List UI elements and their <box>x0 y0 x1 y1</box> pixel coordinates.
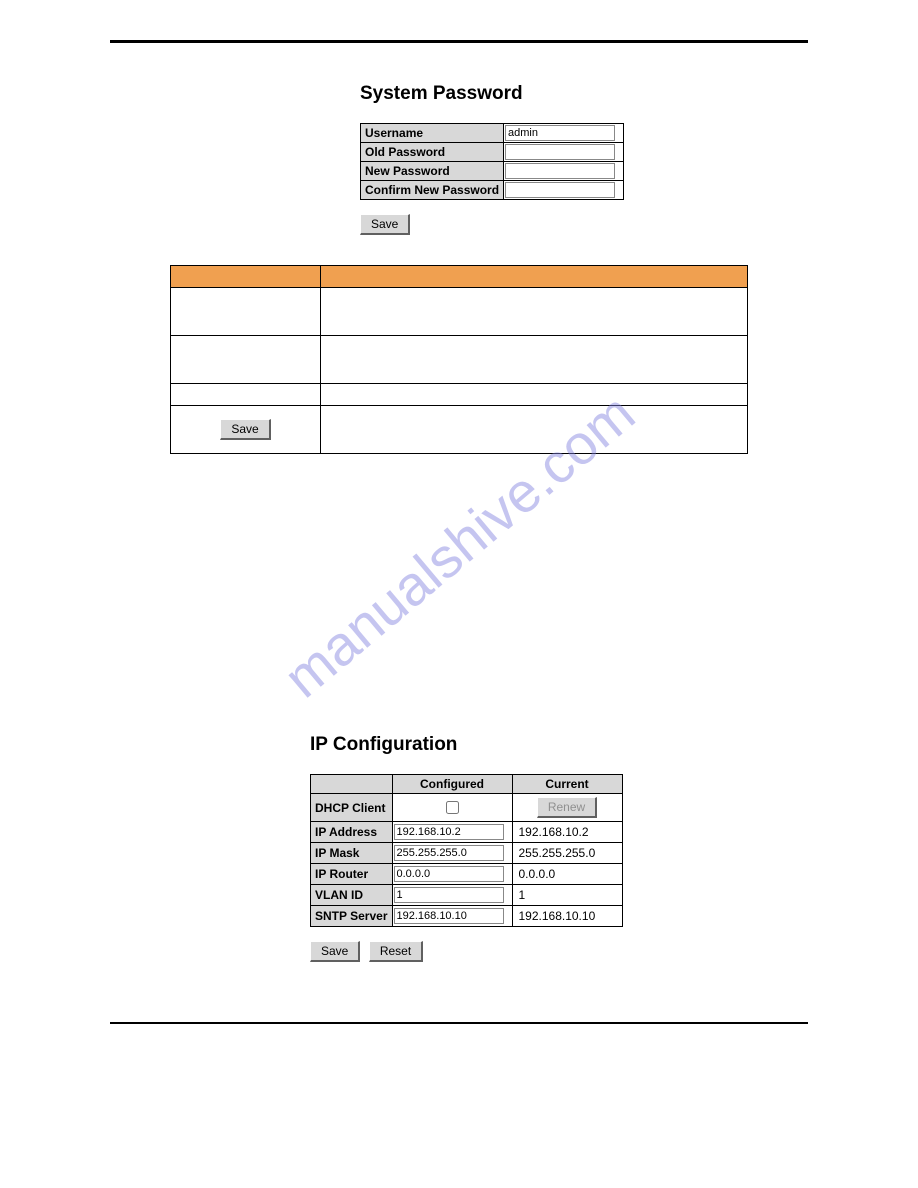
confirm-password-input[interactable] <box>505 182 615 198</box>
vlan-id-input[interactable] <box>394 887 504 903</box>
vlan-id-label: VLAN ID <box>311 885 393 906</box>
password-table: Username Old Password New Password Confi… <box>360 123 624 200</box>
system-password-section: System Password Username Old Password Ne… <box>360 83 808 235</box>
middle-save-button[interactable]: Save <box>220 419 270 440</box>
ip-mask-label: IP Mask <box>311 843 393 864</box>
vlan-id-current: 1 <box>512 885 622 906</box>
old-password-label: Old Password <box>361 143 504 162</box>
table-row: DHCP Client Renew <box>311 794 623 822</box>
spacer <box>110 504 808 734</box>
table-cell <box>321 336 748 384</box>
confirm-password-label: Confirm New Password <box>361 181 504 200</box>
ip-save-button[interactable]: Save <box>310 941 360 962</box>
ip-mask-current: 255.255.255.0 <box>512 843 622 864</box>
ip-address-label: IP Address <box>311 822 393 843</box>
bottom-rule <box>110 1022 808 1024</box>
new-password-input[interactable] <box>505 163 615 179</box>
new-password-label: New Password <box>361 162 504 181</box>
ip-router-input[interactable] <box>394 866 504 882</box>
ip-router-label: IP Router <box>311 864 393 885</box>
table-cell <box>321 288 748 336</box>
ip-config-title: IP Configuration <box>310 734 808 756</box>
system-password-title: System Password <box>360 83 808 105</box>
header-cell <box>321 266 748 288</box>
table-row: Configured Current <box>311 775 623 794</box>
renew-button[interactable]: Renew <box>537 797 597 818</box>
ip-mask-input[interactable] <box>394 845 504 861</box>
table-row: Confirm New Password <box>361 181 624 200</box>
sntp-server-current: 192.168.10.10 <box>512 906 622 927</box>
current-header: Current <box>512 775 622 794</box>
header-cell <box>171 266 321 288</box>
table-row: IP Address 192.168.10.2 <box>311 822 623 843</box>
table-row: New Password <box>361 162 624 181</box>
table-row <box>171 288 748 336</box>
username-input[interactable] <box>505 125 615 141</box>
corner-cell <box>311 775 393 794</box>
table-row: SNTP Server 192.168.10.10 <box>311 906 623 927</box>
table-row: Username <box>361 124 624 143</box>
table-cell <box>321 384 748 406</box>
table-row <box>171 384 748 406</box>
table-cell: Save <box>171 406 321 454</box>
ip-router-current: 0.0.0.0 <box>512 864 622 885</box>
ip-config-table: Configured Current DHCP Client Renew IP … <box>310 774 623 927</box>
table-header-row <box>171 266 748 288</box>
table-row: Save <box>171 406 748 454</box>
ip-reset-button[interactable]: Reset <box>369 941 423 962</box>
table-cell <box>171 288 321 336</box>
password-save-button[interactable]: Save <box>360 214 410 235</box>
sntp-server-input[interactable] <box>394 908 504 924</box>
sntp-server-label: SNTP Server <box>311 906 393 927</box>
table-cell <box>321 406 748 454</box>
table-row: Old Password <box>361 143 624 162</box>
table-cell <box>171 336 321 384</box>
configured-header: Configured <box>392 775 512 794</box>
old-password-input[interactable] <box>505 144 615 160</box>
table-cell <box>171 384 321 406</box>
dhcp-checkbox[interactable] <box>446 801 459 814</box>
description-table: Save <box>170 265 748 454</box>
ip-address-current: 192.168.10.2 <box>512 822 622 843</box>
top-rule <box>110 40 808 43</box>
table-row: VLAN ID 1 <box>311 885 623 906</box>
table-row <box>171 336 748 384</box>
table-row: IP Mask 255.255.255.0 <box>311 843 623 864</box>
ip-configuration-section: IP Configuration Configured Current DHCP… <box>310 734 808 962</box>
username-label: Username <box>361 124 504 143</box>
ip-address-input[interactable] <box>394 824 504 840</box>
table-row: IP Router 0.0.0.0 <box>311 864 623 885</box>
dhcp-label: DHCP Client <box>311 794 393 822</box>
description-table-section: Save <box>170 265 748 454</box>
